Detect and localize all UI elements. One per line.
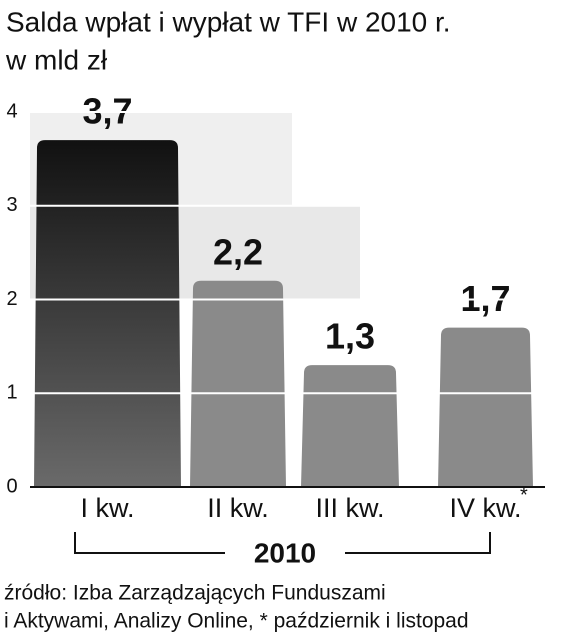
bracket bbox=[74, 532, 491, 554]
chart-subtitle: w mld zł bbox=[5, 44, 108, 75]
group-label: 2010 bbox=[254, 537, 316, 568]
chart-title: Salda wpłat i wypłat w TFI w 2010 r. bbox=[6, 6, 451, 37]
source: i Aktywami, Analizy Online, * październi… bbox=[4, 610, 469, 633]
source: źródło: Izba Zarządzających Funduszami bbox=[4, 582, 386, 605]
category-note: * bbox=[520, 484, 528, 506]
x-tick-label: I kw. bbox=[80, 493, 134, 523]
x-tick-label: IV kw. bbox=[449, 493, 521, 523]
bar bbox=[438, 327, 533, 487]
bar bbox=[34, 140, 181, 487]
y-tick-label: 3 bbox=[6, 194, 17, 216]
x-tick-label: II kw. bbox=[207, 493, 269, 523]
bar bbox=[301, 365, 399, 487]
y-tick-label: 4 bbox=[6, 100, 17, 122]
y-tick-label: 0 bbox=[6, 475, 17, 497]
bar bbox=[190, 280, 286, 487]
x-tick-label: III kw. bbox=[315, 493, 384, 523]
value-label: 2,2 bbox=[213, 231, 263, 272]
value-label: 1,3 bbox=[325, 316, 375, 357]
y-tick-label: 2 bbox=[6, 288, 17, 310]
y-tick-label: 1 bbox=[6, 382, 17, 404]
